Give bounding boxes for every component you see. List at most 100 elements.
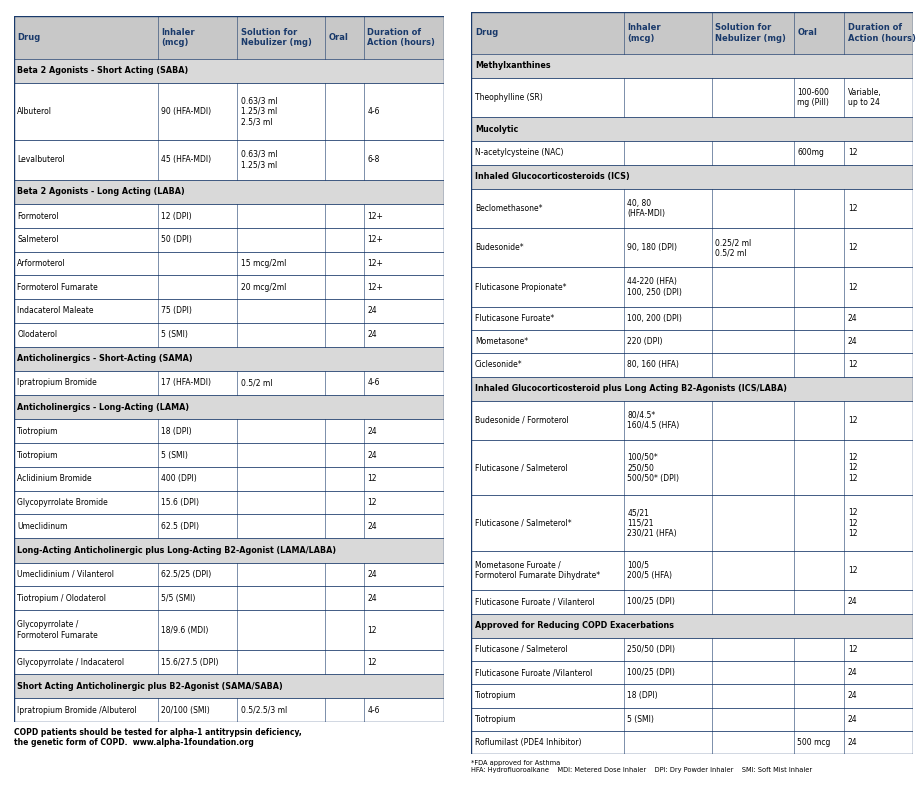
Bar: [471, 78, 913, 117]
Text: Beclomethasone*: Beclomethasone*: [475, 203, 542, 213]
Text: Anticholinergics - Long-Acting (LAMA): Anticholinergics - Long-Acting (LAMA): [18, 403, 189, 412]
Text: 24: 24: [848, 598, 857, 606]
Text: 18 (DPI): 18 (DPI): [627, 691, 658, 701]
Text: 5/5 (SMI): 5/5 (SMI): [161, 594, 196, 602]
Bar: [471, 330, 913, 354]
Text: Methylxanthines: Methylxanthines: [475, 61, 551, 70]
Text: Mometasone Furoate /
Formoterol Fumarate Dihydrate*: Mometasone Furoate / Formoterol Fumarate…: [475, 561, 600, 580]
Text: 0.63/3 ml
1.25/3 ml
2.5/3 ml: 0.63/3 ml 1.25/3 ml 2.5/3 ml: [241, 97, 277, 126]
Text: 250/50 (DPI): 250/50 (DPI): [627, 645, 675, 654]
Bar: [471, 440, 913, 496]
Bar: [471, 164, 913, 188]
Bar: [471, 496, 913, 551]
Bar: [471, 117, 913, 141]
Bar: [14, 323, 444, 346]
Text: 80, 160 (HFA): 80, 160 (HFA): [627, 361, 679, 369]
Text: Variable,
up to 24: Variable, up to 24: [848, 88, 881, 107]
Text: 12: 12: [848, 282, 857, 291]
Bar: [14, 674, 444, 698]
Text: 18 (DPI): 18 (DPI): [161, 427, 192, 436]
Text: Tiotropium: Tiotropium: [18, 451, 59, 460]
Text: Theophylline (SR): Theophylline (SR): [475, 93, 542, 102]
Text: Salmeterol: Salmeterol: [18, 235, 59, 244]
Bar: [471, 661, 913, 684]
Text: Levalbuterol: Levalbuterol: [18, 155, 65, 164]
Text: Albuterol: Albuterol: [18, 107, 53, 116]
Text: 4-6: 4-6: [368, 378, 380, 388]
Text: 24: 24: [848, 668, 857, 677]
Text: Tiotropium: Tiotropium: [475, 715, 517, 724]
Bar: [14, 140, 444, 180]
Text: 75 (DPI): 75 (DPI): [161, 306, 192, 315]
Text: 24: 24: [368, 427, 377, 436]
Text: Beta 2 Agonists - Short Acting (SABA): Beta 2 Agonists - Short Acting (SABA): [18, 66, 188, 75]
Text: Glycopyrrolate / Indacaterol: Glycopyrrolate / Indacaterol: [18, 658, 125, 666]
Bar: [471, 188, 913, 228]
Text: 5 (SMI): 5 (SMI): [627, 715, 654, 724]
Text: 0.5/2.5/3 ml: 0.5/2.5/3 ml: [241, 705, 287, 715]
Text: 24: 24: [368, 306, 377, 315]
Text: 12 (DPI): 12 (DPI): [161, 211, 192, 220]
Text: 62.5 (DPI): 62.5 (DPI): [161, 522, 200, 531]
Text: 12+: 12+: [368, 282, 383, 292]
Text: Inhaled Glucocorticosteroid plus Long Acting B2-Agonists (ICS/LABA): Inhaled Glucocorticosteroid plus Long Ac…: [475, 384, 786, 393]
Bar: [14, 420, 444, 443]
Text: 4-6: 4-6: [368, 705, 380, 715]
Text: 12: 12: [848, 416, 857, 425]
Text: Budesonide / Formoterol: Budesonide / Formoterol: [475, 416, 568, 425]
Bar: [471, 638, 913, 661]
Text: 90 (HFA-MDI): 90 (HFA-MDI): [161, 107, 212, 116]
Text: Indacaterol Maleate: Indacaterol Maleate: [18, 306, 94, 315]
Text: Duration of
Action (hours): Duration of Action (hours): [848, 23, 916, 42]
Text: 12+: 12+: [368, 259, 383, 268]
Text: Umeclidinum: Umeclidinum: [18, 522, 67, 531]
Text: 12: 12: [848, 645, 857, 654]
Text: 100, 200 (DPI): 100, 200 (DPI): [627, 314, 682, 323]
Text: Fluticasone Furoate / Vilanterol: Fluticasone Furoate / Vilanterol: [475, 598, 594, 606]
Text: 15 mcg/2ml: 15 mcg/2ml: [241, 259, 286, 268]
Text: Anticholinergics - Short-Acting (SAMA): Anticholinergics - Short-Acting (SAMA): [18, 354, 193, 363]
Text: 12: 12: [848, 243, 857, 252]
Bar: [14, 563, 444, 587]
Bar: [471, 141, 913, 164]
Text: 12: 12: [368, 474, 377, 484]
Text: 24: 24: [848, 314, 857, 323]
Text: Fluticasone Propionate*: Fluticasone Propionate*: [475, 282, 566, 291]
Text: 12: 12: [368, 658, 377, 666]
Bar: [14, 299, 444, 323]
Text: Ciclesonide*: Ciclesonide*: [475, 361, 522, 369]
Text: Arformoterol: Arformoterol: [18, 259, 66, 268]
Text: COPD patients should be tested for alpha-1 antitrypsin deficiency,
the genetic f: COPD patients should be tested for alpha…: [14, 728, 301, 747]
Text: 12: 12: [368, 498, 377, 507]
Text: 12
12
12: 12 12 12: [848, 453, 857, 483]
Text: 400 (DPI): 400 (DPI): [161, 474, 197, 484]
Text: 12: 12: [848, 361, 857, 369]
Text: Mucolytic: Mucolytic: [475, 124, 518, 134]
Bar: [471, 708, 913, 731]
Text: Approved for Reducing COPD Exacerbations: Approved for Reducing COPD Exacerbations: [475, 621, 674, 630]
Text: 45/21
115/21
230/21 (HFA): 45/21 115/21 230/21 (HFA): [627, 508, 676, 538]
Text: 100/5
200/5 (HFA): 100/5 200/5 (HFA): [627, 561, 672, 580]
Text: Oral: Oral: [797, 29, 817, 38]
Text: 500 mcg: 500 mcg: [797, 738, 831, 747]
Bar: [471, 12, 913, 53]
Text: Inhaled Glucocorticosteroids (ICS): Inhaled Glucocorticosteroids (ICS): [475, 172, 629, 181]
Text: 12: 12: [848, 203, 857, 213]
Bar: [14, 443, 444, 467]
Bar: [471, 684, 913, 708]
Text: Roflumilast (PDE4 Inhibitor): Roflumilast (PDE4 Inhibitor): [475, 738, 581, 747]
Text: 100/25 (DPI): 100/25 (DPI): [627, 598, 675, 606]
Text: 24: 24: [848, 738, 857, 747]
Text: Formoterol: Formoterol: [18, 211, 59, 220]
Text: Formoterol Fumarate: Formoterol Fumarate: [18, 282, 98, 292]
Text: 100/25 (DPI): 100/25 (DPI): [627, 668, 675, 677]
Text: 44-220 (HFA)
100, 250 (DPI): 44-220 (HFA) 100, 250 (DPI): [627, 278, 682, 297]
Text: Inhaler
(mcg): Inhaler (mcg): [161, 28, 195, 47]
Text: 24: 24: [368, 451, 377, 460]
Text: 12: 12: [848, 566, 857, 575]
Bar: [14, 204, 444, 228]
Text: Duration of
Action (hours): Duration of Action (hours): [368, 28, 435, 47]
Text: 12: 12: [368, 626, 377, 634]
Text: 50 (DPI): 50 (DPI): [161, 235, 192, 244]
Text: Olodaterol: Olodaterol: [18, 330, 57, 339]
